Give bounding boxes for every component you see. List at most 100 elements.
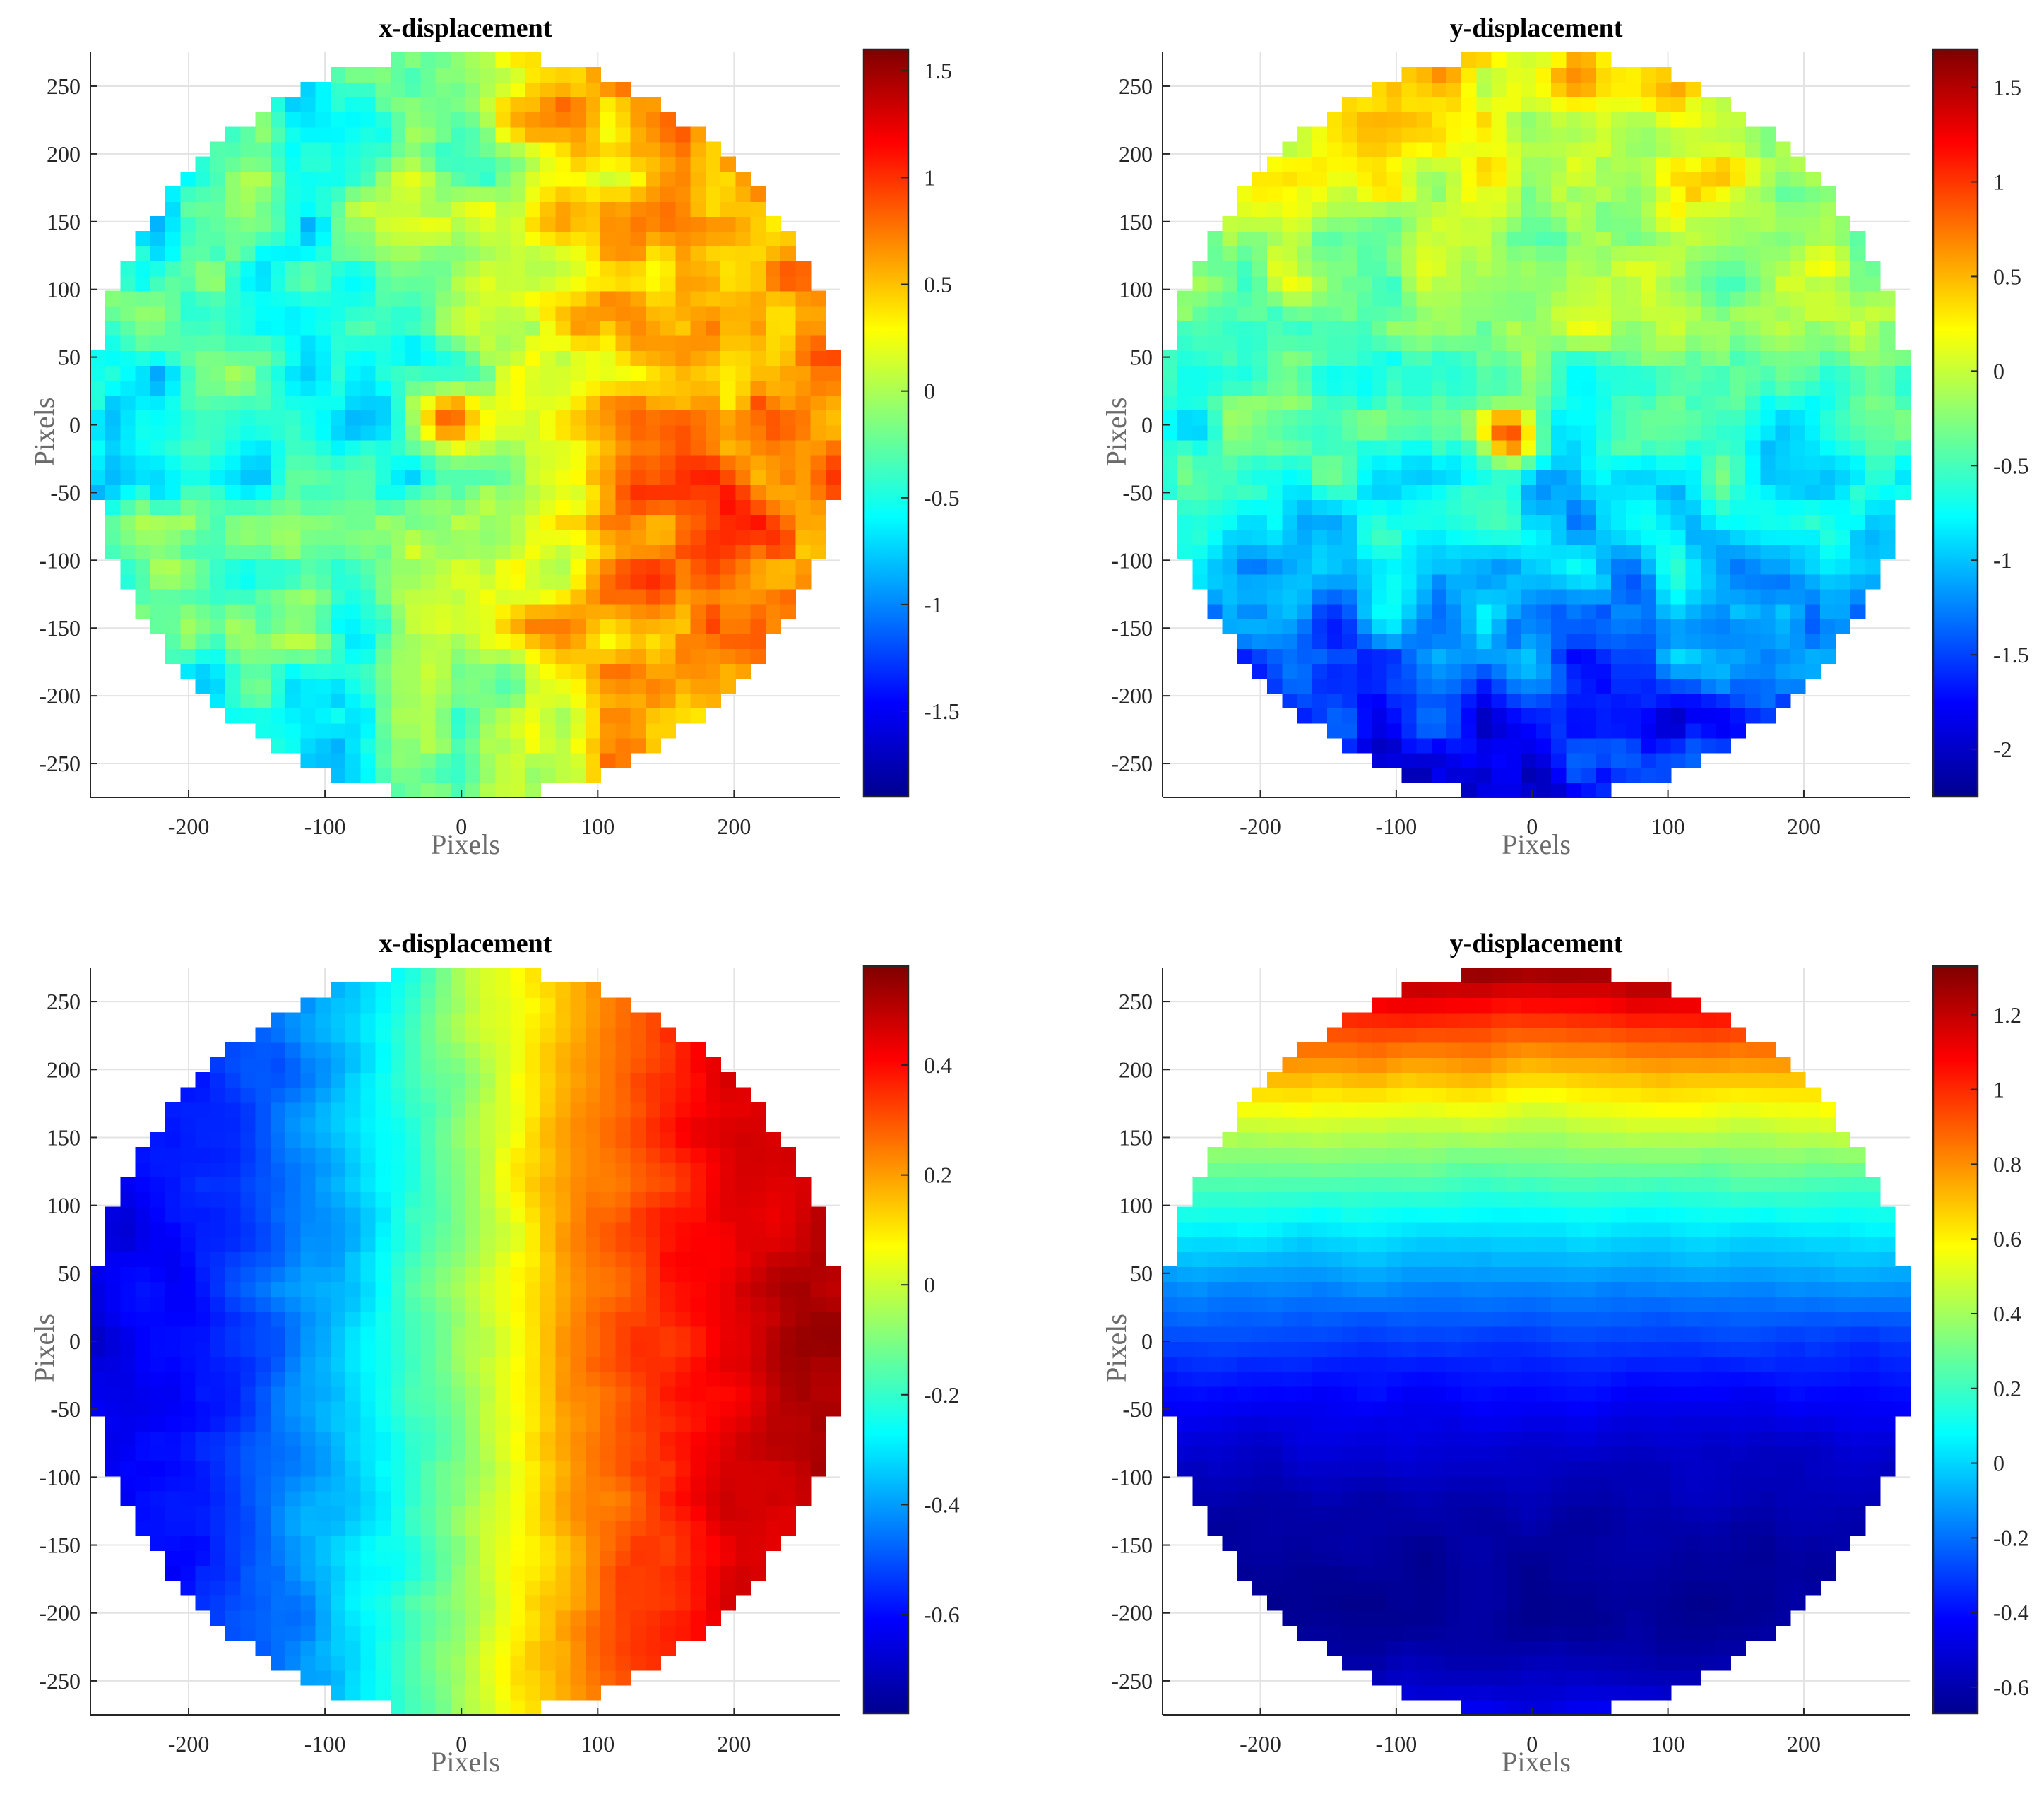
heatmap-cell	[1760, 708, 1776, 724]
heatmap-cell	[1610, 216, 1627, 232]
heatmap-cell	[525, 499, 541, 515]
heatmap-cell	[180, 424, 196, 441]
heatmap-cell	[435, 529, 451, 545]
heatmap-cell	[1446, 305, 1462, 321]
x-tick-label: -200	[168, 814, 210, 839]
heatmap-cell	[645, 633, 661, 649]
heatmap-cell	[1326, 588, 1343, 605]
heatmap-cell	[1835, 439, 1851, 456]
heatmap-cell	[405, 156, 421, 172]
heatmap-cell	[660, 261, 677, 277]
heatmap-cell	[1670, 618, 1687, 634]
heatmap-cell	[600, 335, 617, 351]
heatmap-cell	[1596, 633, 1612, 649]
heatmap-cell	[525, 1595, 541, 1611]
heatmap-cell	[1431, 216, 1447, 232]
heatmap-cell	[1850, 320, 1866, 336]
heatmap-cell	[1610, 469, 1627, 485]
heatmap-cell	[225, 1490, 242, 1506]
heatmap-cell	[150, 1401, 166, 1417]
heatmap-cell	[1536, 499, 1552, 515]
heatmap-cell	[585, 141, 601, 157]
heatmap-cell	[465, 1580, 481, 1596]
heatmap-cell	[1326, 171, 1343, 187]
heatmap-cell	[585, 186, 601, 202]
heatmap-cell	[180, 648, 196, 664]
heatmap-cell	[1461, 618, 1478, 634]
heatmap-cell	[1461, 544, 1478, 560]
heatmap-cell	[1461, 67, 1478, 83]
heatmap-cell	[1715, 186, 1731, 202]
heatmap-cell	[1491, 141, 1507, 157]
heatmap-cell	[1282, 663, 1298, 679]
heatmap-cell	[165, 559, 182, 575]
heatmap-cell	[1656, 171, 1672, 187]
heatmap-cell	[600, 1520, 617, 1536]
heatmap-cell	[1237, 529, 1253, 545]
heatmap-cell	[480, 1520, 497, 1536]
heatmap-cell	[300, 723, 316, 739]
heatmap-cell	[675, 335, 691, 351]
heatmap-cell	[645, 514, 661, 530]
heatmap-cell	[615, 156, 631, 172]
heatmap-cell	[360, 1520, 376, 1536]
heatmap-cell	[225, 380, 242, 396]
heatmap-cell	[1656, 395, 1672, 411]
heatmap-cell	[90, 365, 106, 381]
y-tick-label: 250	[1119, 73, 1153, 99]
heatmap-cell	[360, 663, 376, 679]
heatmap-cell	[810, 514, 826, 530]
heatmap-cell	[345, 261, 362, 277]
heatmap-cell	[1850, 529, 1866, 545]
heatmap-cell	[615, 663, 631, 679]
heatmap-cell	[1491, 216, 1507, 232]
heatmap-cell	[285, 1401, 302, 1417]
y-tick-label: -200	[39, 683, 81, 708]
heatmap-cell	[135, 365, 151, 381]
heatmap-cell	[105, 395, 121, 411]
heatmap-cell	[1401, 708, 1418, 724]
heatmap-cell	[330, 454, 346, 470]
heatmap-cell	[600, 171, 617, 187]
heatmap-cell	[450, 1415, 466, 1432]
heatmap-cell	[675, 708, 691, 724]
heatmap-cell	[1297, 663, 1313, 679]
heatmap-cell	[1790, 588, 1806, 605]
heatmap-cell	[1626, 275, 1641, 292]
heatmap-cell	[525, 186, 541, 202]
heatmap-cell	[270, 1535, 286, 1552]
heatmap-cell	[1715, 708, 1731, 724]
heatmap-cell	[1357, 544, 1373, 560]
heatmap-cell	[330, 201, 346, 217]
heatmap-cell	[795, 544, 812, 560]
heatmap-cell	[1775, 648, 1791, 664]
heatmap-cell	[450, 1625, 466, 1641]
heatmap-cell	[420, 469, 436, 485]
heatmap-cell	[1596, 514, 1612, 530]
heatmap-cell	[525, 1655, 541, 1671]
heatmap-cell	[1805, 335, 1821, 351]
heatmap-cell	[1386, 275, 1403, 292]
heatmap-cell	[270, 216, 286, 232]
heatmap-cell	[210, 1565, 226, 1581]
heatmap-cell	[510, 633, 526, 649]
heatmap-cell	[675, 1401, 691, 1417]
heatmap-cell	[390, 97, 406, 113]
x-tick-label: -100	[1376, 814, 1418, 839]
heatmap-cell	[420, 141, 436, 157]
heatmap-cell	[660, 573, 677, 590]
heatmap-cell	[615, 231, 631, 247]
heatmap-cell	[555, 1670, 571, 1686]
heatmap-cell	[210, 693, 226, 709]
heatmap-cell	[1760, 216, 1776, 232]
heatmap-cell	[1596, 82, 1612, 98]
heatmap-cell	[1341, 380, 1357, 396]
heatmap-cell	[180, 439, 196, 456]
heatmap-cell	[735, 499, 751, 515]
heatmap-cell	[510, 350, 526, 366]
heatmap-cell	[1760, 603, 1776, 619]
heatmap-cell	[435, 1640, 451, 1656]
heatmap-cell	[585, 305, 601, 321]
heatmap-cell	[690, 544, 706, 560]
heatmap-cell	[1357, 201, 1373, 217]
